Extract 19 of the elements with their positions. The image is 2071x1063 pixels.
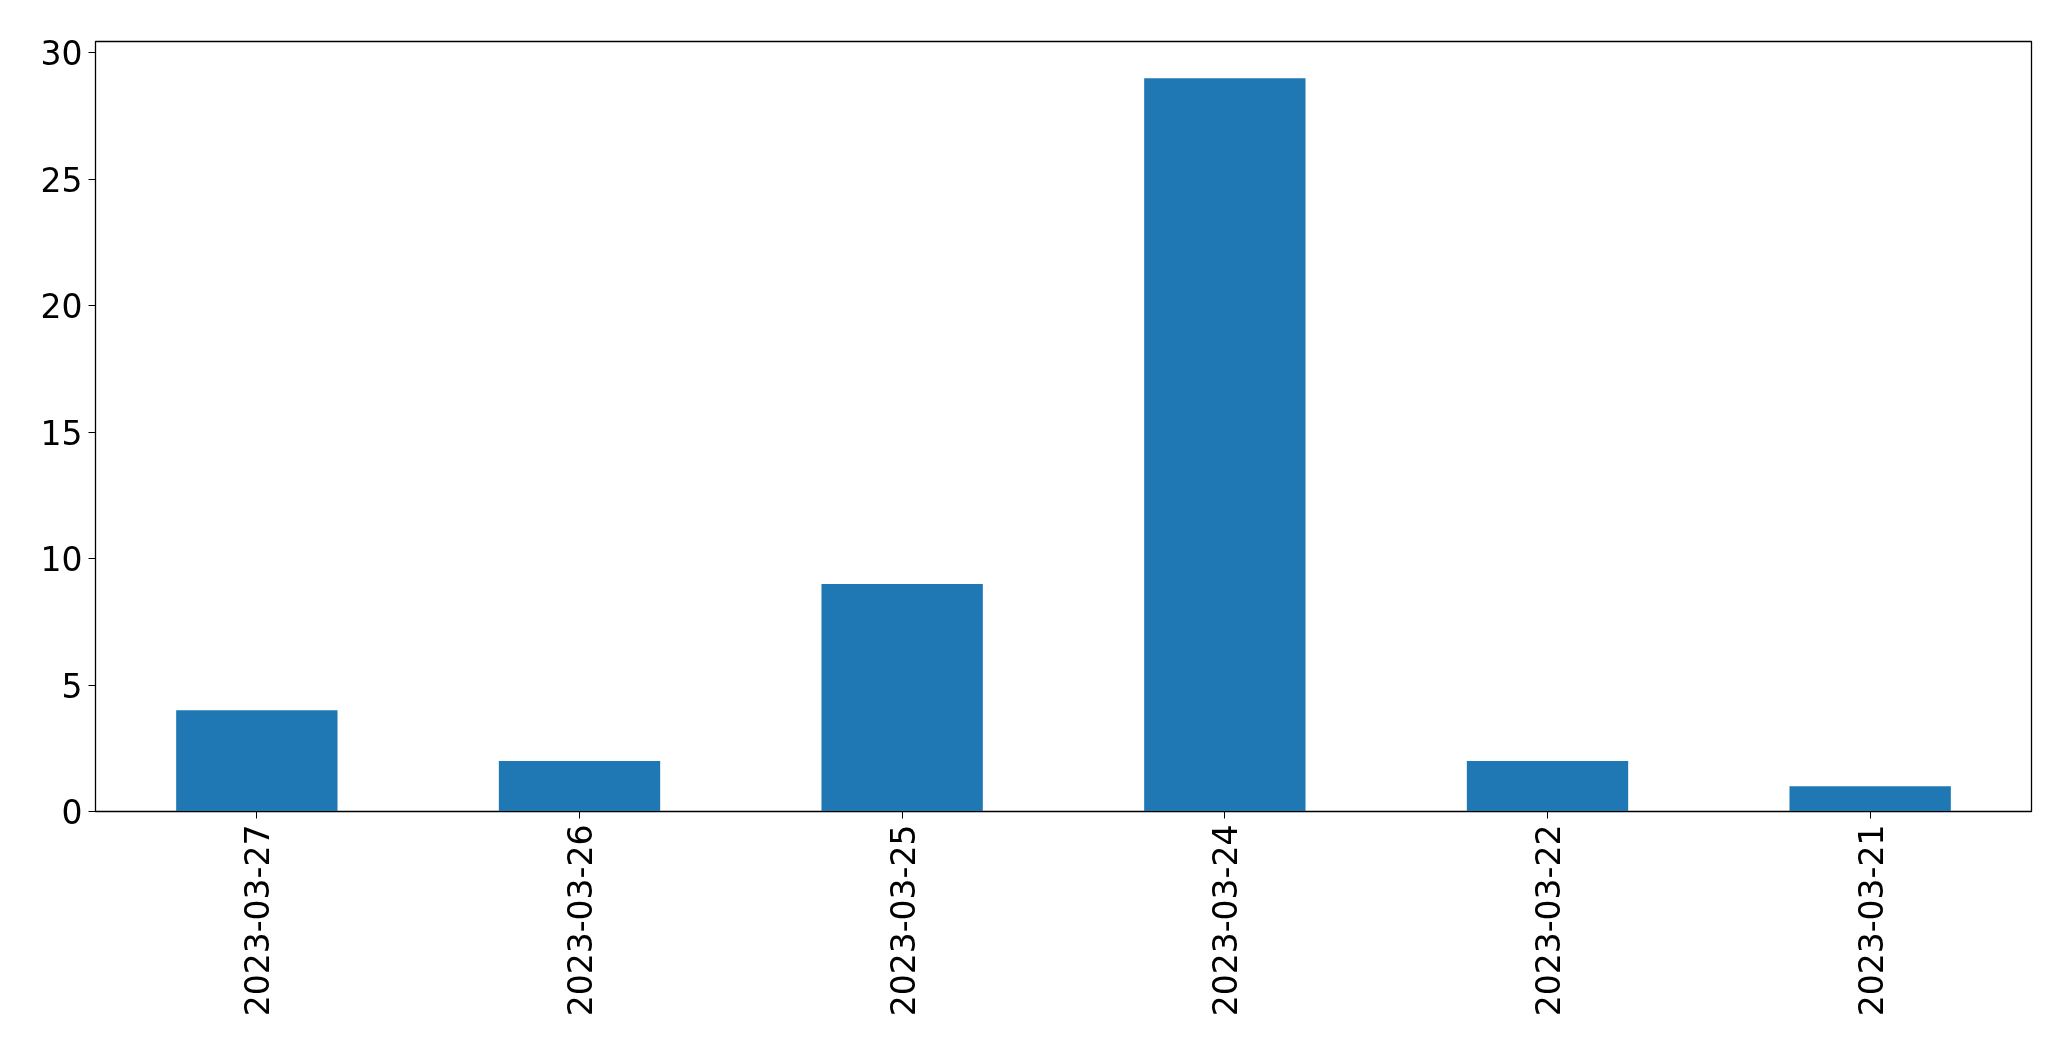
y-tick-label: 25 bbox=[40, 160, 83, 200]
y-tick-label: 20 bbox=[40, 287, 83, 327]
bar bbox=[1144, 78, 1306, 812]
y-tick-label: 30 bbox=[40, 34, 83, 74]
bar bbox=[1789, 786, 1951, 812]
bar bbox=[498, 760, 661, 812]
x-tick-label: 2023-03-24 bbox=[1206, 824, 1246, 1017]
y-tick-label: 15 bbox=[40, 413, 83, 453]
y-tick-label: 10 bbox=[40, 540, 83, 580]
bar bbox=[821, 583, 983, 812]
x-tick-label: 2023-03-22 bbox=[1529, 824, 1568, 1017]
x-tick-label: 2023-03-26 bbox=[561, 824, 600, 1017]
bar bbox=[1466, 760, 1629, 812]
x-tick-label: 2023-03-27 bbox=[238, 824, 278, 1017]
x-tick-label: 2023-03-21 bbox=[1851, 824, 1891, 1017]
x-tick-label: 2023-03-25 bbox=[883, 824, 923, 1017]
y-tick-label: 5 bbox=[61, 666, 83, 706]
y-tick-label: 0 bbox=[61, 793, 83, 832]
bar bbox=[176, 710, 338, 812]
